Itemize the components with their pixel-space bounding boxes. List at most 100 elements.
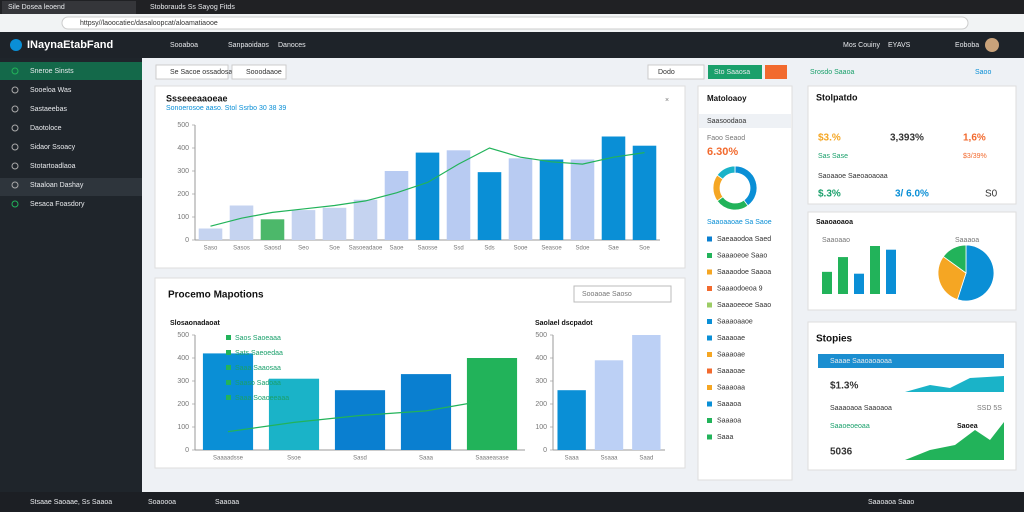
- list-item[interactable]: Saaaoae: [717, 351, 745, 358]
- tab-bar: [0, 0, 1024, 14]
- taskbar-item[interactable]: Stsaae Saoaae, Ss Saaoa: [30, 499, 112, 506]
- button[interactable]: [708, 65, 762, 79]
- bar: [353, 199, 378, 240]
- sidebar-item[interactable]: Stotartoadlaoa: [30, 163, 76, 170]
- tab-title[interactable]: Stoborauds Ss Sayog Fitds: [150, 4, 235, 11]
- button[interactable]: [765, 65, 787, 79]
- bar: [570, 159, 595, 240]
- bar: [268, 378, 320, 450]
- taskbar-item[interactable]: Soaoooa: [148, 499, 176, 506]
- link[interactable]: Srosdo Saaoa: [810, 69, 854, 76]
- nav-item[interactable]: Danoces: [278, 42, 306, 49]
- list-item[interactable]: Saaaodoe Saaoa: [717, 269, 771, 276]
- x-tick-label: Sdoe: [575, 246, 590, 252]
- button-label: Dodo: [658, 69, 675, 76]
- url-box[interactable]: [61, 16, 969, 30]
- row-label: Saaae Saaoaoaoaa: [830, 358, 892, 365]
- link[interactable]: Saoo: [975, 69, 991, 76]
- list-swatch: [707, 401, 712, 407]
- y-tick-label: 400: [535, 355, 547, 362]
- sidebar-icon: [11, 143, 19, 151]
- tab-title: Sile Dosea leoend: [8, 4, 65, 11]
- button[interactable]: [231, 64, 287, 80]
- list-item[interactable]: Saaaoaa: [717, 384, 745, 391]
- sidebar-item[interactable]: Sesaca Foasdory: [30, 201, 85, 208]
- sidebar-item[interactable]: Sooeloa Was: [30, 87, 72, 94]
- x-tick-label: Sasd: [353, 456, 367, 462]
- bar: [601, 136, 626, 240]
- button[interactable]: [647, 64, 705, 80]
- tab[interactable]: [2, 1, 136, 14]
- button[interactable]: [155, 64, 229, 80]
- list-item[interactable]: Saaaoa: [717, 417, 741, 424]
- bar: [854, 273, 864, 294]
- stat: S0: [985, 189, 998, 200]
- sidebar-item[interactable]: Sneroe Sinsts: [30, 68, 74, 75]
- list-item[interactable]: Saaaoeeoe Saao: [717, 302, 771, 309]
- x-tick-label: Ssd: [453, 246, 463, 252]
- sidebar: [0, 58, 142, 492]
- card-title: Saaoaoaoa: [816, 219, 853, 226]
- stat: $1.3%: [830, 381, 858, 392]
- sidebar-icon: [11, 86, 19, 94]
- list-swatch: [707, 319, 712, 324]
- legend-swatch: [226, 350, 231, 355]
- list-item[interactable]: Saaaodoeoa 9: [717, 285, 763, 292]
- list-item[interactable]: Saeaaodoa Saed: [717, 236, 771, 243]
- header-link[interactable]: Eoboba: [955, 42, 979, 49]
- avatar[interactable]: [985, 38, 999, 52]
- list-item[interactable]: Saaaoae: [717, 368, 745, 375]
- bar: [384, 171, 409, 240]
- x-tick-label: Saad: [639, 456, 653, 462]
- list-item[interactable]: Saaa: [717, 434, 733, 441]
- taskbar-item[interactable]: Saaoaa: [215, 499, 239, 506]
- slice: [942, 244, 967, 274]
- stat-label: Saoaaoe Saeoaoaoaa: [818, 173, 888, 180]
- card-subtitle: Sonoerosoe aaso. Stol Ssrbo 30 38 39: [166, 105, 286, 112]
- search[interactable]: [573, 285, 672, 303]
- y-tick-label: 100: [177, 424, 189, 431]
- nav-item[interactable]: Sooaboa: [170, 42, 198, 49]
- panel-sub: Faoo Seaod: [707, 135, 745, 142]
- card-title: Stopies: [816, 334, 853, 345]
- sidebar-item[interactable]: Sastaeebas: [30, 106, 67, 113]
- list-item[interactable]: Saaaoaaoe: [717, 318, 753, 325]
- list-item[interactable]: Saaaoae: [717, 335, 745, 342]
- close[interactable]: ×: [665, 97, 669, 104]
- list-swatch: [707, 236, 712, 242]
- list-swatch: [707, 302, 712, 308]
- list-item[interactable]: Saaaoa: [717, 401, 741, 408]
- y-tick-label: 100: [177, 214, 189, 221]
- header-link[interactable]: EYAVS: [888, 42, 911, 49]
- stat: 3,393%: [890, 133, 924, 144]
- y-tick-label: 300: [177, 168, 189, 175]
- sidebar-item[interactable]: Daotoloce: [30, 125, 62, 132]
- stat-label: Sas Sase: [818, 153, 848, 160]
- bar: [466, 358, 518, 450]
- sparkline: [905, 422, 1004, 460]
- y-tick-label: 200: [177, 401, 189, 408]
- sidebar-icon: [11, 181, 19, 189]
- list-swatch: [707, 269, 712, 275]
- row-label: Saaoeoeoaa: [830, 423, 870, 430]
- panel: [697, 85, 793, 481]
- x-tick-label: Saaaadsse: [213, 456, 244, 462]
- bar: [594, 360, 624, 450]
- y-tick-label: 500: [177, 332, 189, 339]
- nav-item[interactable]: Sanpaoidaos: [228, 42, 269, 49]
- x-tick-label: Sooe: [513, 246, 528, 252]
- list-swatch: [707, 286, 712, 291]
- x-tick-label: Seasoe: [541, 246, 562, 252]
- slice: [956, 244, 995, 302]
- sidebar-item[interactable]: Staaloan Dashay: [30, 182, 84, 189]
- sidebar-item[interactable]: Sidaor Ssoacy: [30, 144, 76, 151]
- chart-title: Slosaonadaoat: [170, 320, 220, 327]
- x-tick-label: Soe: [329, 246, 340, 252]
- y-tick-label: 500: [177, 122, 189, 129]
- x-tick-label: Saaa: [419, 456, 434, 462]
- header-link[interactable]: Mos Couiny: [843, 42, 880, 49]
- x-tick-label: Ssaaa: [600, 456, 618, 462]
- panel-head: [699, 114, 791, 128]
- chart-title: Saolael dscpadot: [535, 320, 593, 327]
- list-item[interactable]: Saaaoeoe Saao: [717, 252, 767, 259]
